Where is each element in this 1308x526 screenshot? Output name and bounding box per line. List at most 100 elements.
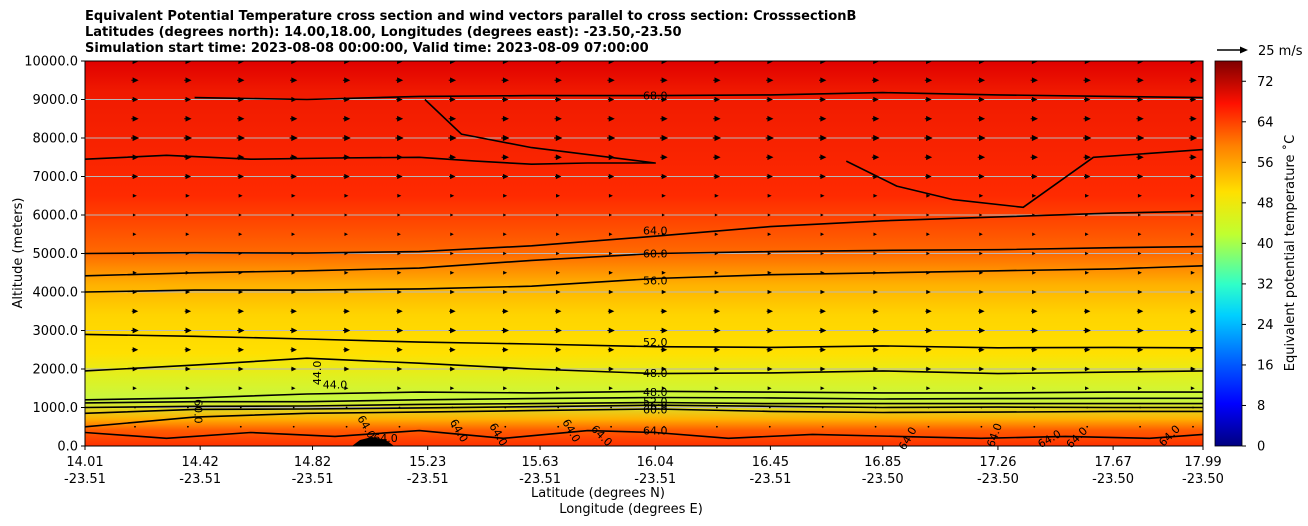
wind-vector-head [291, 386, 296, 391]
wind-vector-head [344, 61, 351, 65]
contour-line-64-2 [845, 148, 1203, 209]
wind-vector-head [608, 193, 613, 198]
wind-vector-head [238, 213, 242, 217]
wind-vector-head [397, 327, 404, 334]
wind-vector-head [767, 173, 774, 180]
contour-label-64-3: 64.0 [643, 224, 668, 237]
wind-vector-head [1137, 366, 1143, 372]
wind-vector-head [608, 308, 615, 314]
wind-vector-head [979, 289, 984, 295]
wind-vector-head [926, 77, 933, 84]
wind-vector-head [1190, 270, 1195, 275]
wind-vector-head [714, 327, 721, 334]
wind-vector-dot [1139, 425, 1141, 428]
wind-vector-dot [821, 425, 824, 428]
wind-vector-head [344, 213, 348, 217]
wind-vector-head [1084, 77, 1091, 84]
wind-vector-head [1190, 386, 1195, 391]
wind-vector-head [608, 96, 615, 103]
wind-vector-head [1190, 327, 1197, 334]
wind-vector-head [1137, 347, 1144, 353]
wind-vector-head [1031, 134, 1039, 142]
wind-vector-head [1031, 96, 1038, 103]
wind-vector-head [820, 327, 827, 334]
wind-vector-head [132, 173, 139, 180]
wind-vector-head [714, 386, 719, 391]
wind-vector-head [397, 193, 402, 198]
colorbar [1214, 60, 1243, 447]
contour-line-60-12 [85, 408, 1203, 428]
wind-vector-dot [557, 425, 560, 428]
contour-line-56-11 [85, 404, 1203, 415]
wind-vector-head [1085, 270, 1090, 275]
wind-vector-head [1084, 96, 1091, 103]
wind-vector-head [1137, 115, 1144, 122]
wind-vector-head [714, 134, 722, 142]
wind-vector-head [661, 115, 668, 122]
wind-vector-head [291, 115, 298, 122]
wind-vector-head [926, 289, 931, 295]
x-tick-lon-10: -23.50 [1182, 472, 1224, 487]
wind-vector-head [238, 347, 245, 353]
wind-vector-head [979, 251, 983, 256]
wind-vector-head [185, 232, 190, 236]
wind-vector-head [1190, 308, 1197, 314]
wind-vector-head [661, 213, 665, 217]
wind-vector-head [926, 308, 932, 314]
wind-vector-head [1138, 213, 1142, 217]
contour-extra-label-3: 64.0 [373, 432, 398, 445]
wind-vector-head [661, 134, 669, 142]
wind-vector-head [291, 213, 295, 217]
wind-vector-head [185, 61, 193, 65]
wind-vector-head [344, 327, 351, 334]
wind-vector-dot [1086, 425, 1089, 428]
wind-vector-head [873, 96, 879, 103]
wind-vector-head [185, 96, 192, 103]
wind-vector-head [397, 386, 402, 391]
wind-vector-head [185, 115, 192, 122]
wind-vector-head [238, 327, 245, 334]
x-tick-lat-9: 17.67 [1095, 455, 1132, 470]
wind-vector-head [344, 115, 351, 122]
y-axis: 0.0 1000.0 2000.0 3000.0 4000.0 5000.0 6000.0 7… [24, 55, 85, 455]
wind-vector-head [979, 308, 985, 314]
wind-vector-head [132, 327, 139, 334]
wind-vector-head [397, 308, 403, 314]
wind-vector-head [397, 270, 402, 275]
wind-vector-head [555, 115, 562, 122]
wind-vector-head [926, 251, 930, 256]
wind-vector-head [1085, 251, 1089, 256]
wind-vector-head [873, 308, 879, 314]
wind-vector-head [132, 77, 139, 84]
wind-vector-head [397, 347, 403, 353]
wind-vector-dot [663, 406, 665, 409]
wind-vector-head [714, 193, 719, 198]
wind-vector-head [555, 347, 562, 353]
wind-vector-head [608, 134, 616, 142]
colorbar-tick-label-4: 32 [1257, 277, 1274, 292]
wind-vector-head [132, 347, 139, 353]
contour-label-60-4: 60.0 [643, 248, 668, 261]
wind-vector-head [661, 61, 669, 65]
wind-vector-dot [716, 406, 718, 409]
wind-vector-head [873, 154, 880, 161]
wind-vector-head [608, 77, 615, 84]
wind-vector-head [979, 366, 985, 372]
y-tick-label-8: 8000.0 [33, 132, 79, 147]
wind-vector-head [1084, 327, 1091, 334]
contour-label-64-13: 64.0 [643, 425, 668, 438]
wind-vector-head [344, 289, 349, 295]
x-tick-lat-7: 16.85 [864, 455, 901, 470]
wind-vector-head [555, 173, 562, 180]
wind-vector-head [450, 96, 456, 103]
wind-vector-head [450, 270, 455, 275]
wind-vector-head [767, 327, 774, 334]
wind-vector-head [608, 327, 615, 334]
wind-vector-head [978, 61, 986, 65]
y-tick-label-3: 3000.0 [33, 324, 79, 339]
wind-vector-head [608, 173, 615, 180]
chart-title-line-2: Latitudes (degrees north): 14.00,18.00, … [85, 25, 682, 40]
wind-vector-head [238, 232, 243, 236]
colorbar-label: Equivalent potential temperature ˚C [1282, 135, 1298, 371]
wind-vector-head [1031, 77, 1038, 84]
